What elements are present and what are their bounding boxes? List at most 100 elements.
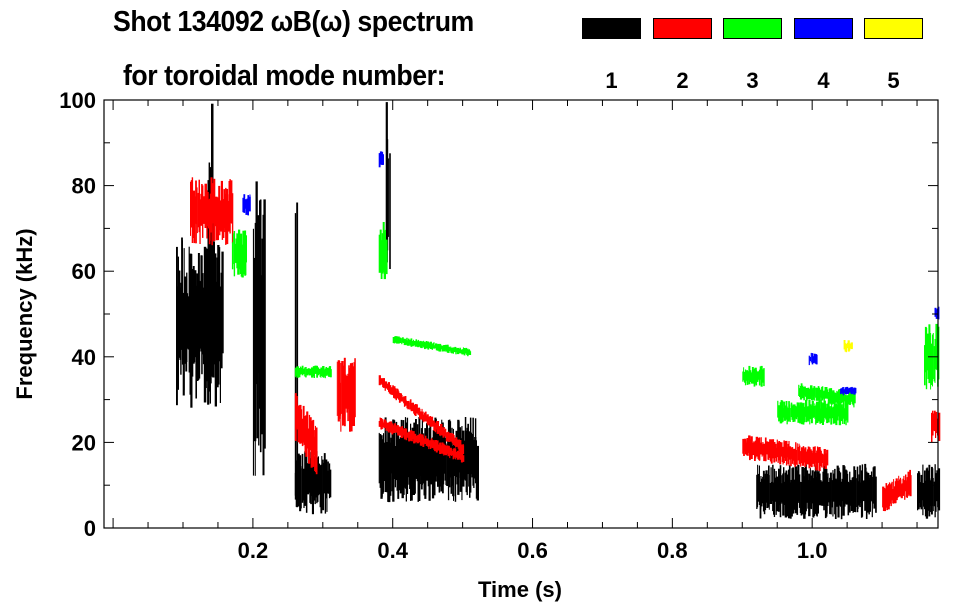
axes: 0.2 0.4 0.6 0.8 1.0 0 20 40 60 80 100 [59,88,939,563]
spectrum-streak-mode-3 [837,392,839,404]
spectrum-streak-mode-2 [786,447,788,458]
spectrum-streak-mode-1 [254,222,256,476]
spectrum-streak-mode-2 [759,437,761,461]
spectrum-streak-mode-3 [813,386,815,397]
spectrum-streak-mode-3 [317,367,320,376]
spectrum-streak-mode-1 [827,473,829,506]
spectrum-streak-mode-3 [460,349,462,354]
spectrum-streak-mode-3 [418,341,421,347]
spectrum-streak-mode-4 [379,151,383,165]
spectrum-streak-mode-2 [788,441,790,466]
spectrum-streak-mode-2 [888,482,891,506]
y-tick-label: 20 [72,430,96,455]
spectrum-streak-mode-2 [764,444,766,460]
spectrum-streak-mode-3 [459,347,461,353]
spectrum-streak-mode-1 [396,434,398,491]
spectrum-streak-mode-3 [243,239,245,274]
spectrum-streak-mode-1 [763,479,766,515]
spectrum-streak-mode-3 [415,339,418,347]
spectrum-streak-mode-1 [872,467,874,504]
spectrum-streak-mode-1 [183,248,185,391]
spectrum-streak-mode-1 [855,478,857,507]
spectrum-streak-mode-3 [455,347,457,355]
spectrum-streak-mode-1 [205,248,207,388]
spectrum-streak-mode-3 [805,404,808,423]
spectrum-streak-mode-2 [791,447,794,464]
spectrum-streak-mode-4 [811,353,814,365]
spectrum-streak-mode-2 [379,417,381,427]
spectrum-streak-mode-2 [395,426,397,433]
spectrum-streak-mode-2 [398,391,400,400]
spectrum-streak-mode-2 [342,365,345,425]
spectrum-streak-mode-2 [385,422,387,431]
spectrum-streak-mode-2 [379,376,381,384]
spectrum-streak-mode-2 [446,432,448,441]
spectrum-streak-mode-2 [407,401,409,410]
spectrum-streak-mode-2 [810,450,812,467]
spectrum-streak-mode-1 [854,474,856,503]
spectrum-streak-mode-1 [858,474,860,506]
spectrum-streak-mode-2 [205,186,207,223]
x-tick-label: 1.0 [797,538,828,563]
spectrum-streak-mode-2 [891,481,893,501]
spectrum-streak-mode-3 [750,370,752,380]
spectrum-streak-mode-1 [403,434,405,495]
spectrum-streak-mode-2 [388,422,390,433]
spectrum-streak-mode-1 [461,426,463,501]
spectrum-streak-mode-3 [823,390,825,402]
spectrum-streak-mode-2 [386,382,388,389]
spectrum-streak-mode-1 [870,471,873,501]
spectrum-streak-mode-1 [465,430,467,493]
legend-label-mode-3: 3 [746,68,759,93]
spectrum-streak-mode-2 [931,412,933,443]
spectrum-streak-mode-2 [780,442,781,464]
spectrum-streak-mode-3 [782,407,784,422]
spectrum-streak-mode-1 [327,461,329,494]
spectrum-streak-mode-2 [815,452,817,471]
spectrum-streak-mode-3 [414,341,416,347]
spectrum-streak-mode-3 [312,366,315,377]
spectrum-streak-mode-4 [809,356,812,362]
series-mode-1 [176,102,941,520]
spectrum-streak-mode-2 [760,437,762,455]
spectrum-streak-mode-1 [388,429,391,481]
spectrum-streak-mode-3 [825,403,827,420]
spectrum-streak-mode-2 [935,412,937,438]
spectrum-streak-mode-3 [815,405,817,425]
spectrum-streak-mode-2 [419,434,422,446]
spectrum-streak-mode-3 [329,369,332,378]
spectrum-streak-mode-3 [936,327,938,371]
spectrum-streak-mode-3 [834,392,837,401]
spectrum-streak-mode-1 [407,434,409,478]
spectrum-streak-mode-3 [440,345,443,350]
spectrum-streak-mode-2 [886,485,888,511]
spectrum-streak-mode-1 [186,272,188,362]
spectrum-streak-mode-2 [403,397,406,407]
spectrum-streak-mode-2 [346,375,348,413]
spectrum-streak-mode-2 [423,414,425,423]
spectrum-streak-mode-1 [926,467,928,512]
spectrum-streak-mode-3 [810,404,812,419]
spectrum-streak-mode-2 [445,432,448,442]
spectrum-streak-mode-3 [807,406,809,422]
spectrum-streak-mode-3 [433,342,435,349]
spectrum-streak-mode-3 [812,406,814,418]
spectrum-streak-mode-1 [294,213,297,500]
spectrum-streak-mode-3 [934,339,936,383]
spectrum-streak-mode-2 [797,446,799,461]
spectrum-streak-mode-2 [428,416,430,423]
spectrum-streak-mode-2 [776,439,778,458]
spectrum-streak-mode-1 [857,481,859,509]
spectrum-streak-mode-3 [406,337,408,346]
spectrum-streak-mode-1 [863,480,865,501]
spectrum-streak-mode-3 [319,369,321,377]
spectrum-streak-mode-1 [778,475,781,506]
spectrum-streak-mode-4 [808,355,810,366]
x-axis-label: Time (s) [478,577,562,602]
spectrum-streak-mode-1 [921,482,924,501]
spectrum-streak-mode-3 [380,240,383,279]
spectrum-streak-mode-1 [469,431,471,498]
series-mode-3 [231,222,940,426]
spectrum-streak-mode-3 [758,369,761,386]
spectrum-streak-mode-2 [314,425,316,473]
